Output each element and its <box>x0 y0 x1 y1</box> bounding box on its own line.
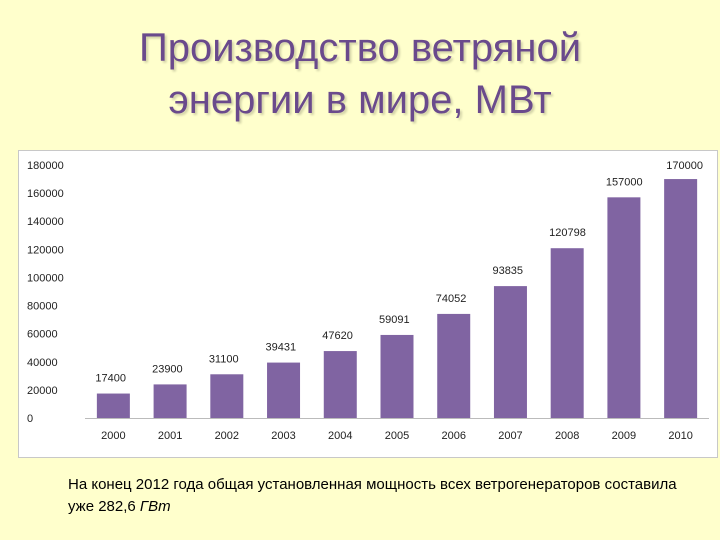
x-tick-label: 2002 <box>215 430 239 442</box>
data-label: 170000 <box>666 160 703 172</box>
bar <box>153 384 187 418</box>
x-tick-label: 2001 <box>158 430 182 442</box>
data-label: 120798 <box>549 227 586 239</box>
bar <box>323 351 357 418</box>
data-label: 39431 <box>266 342 297 354</box>
title-line-1: Производство ветряной <box>138 26 582 70</box>
bar <box>267 362 301 418</box>
data-label: 23900 <box>152 363 183 375</box>
caption-text: На конец 2012 года общая установленная м… <box>68 476 677 515</box>
title-line-2: энергии в мире, МВт <box>168 78 552 122</box>
x-tick-label: 2006 <box>441 430 465 442</box>
x-tick-label: 2004 <box>328 430 352 442</box>
x-tick-label: 2007 <box>498 430 522 442</box>
chart-area: 0 20000 40000 60000 80000 100000 120000 140000 1… <box>18 150 718 458</box>
chart-title: Производство ветряной энергии в мире, МВ… <box>0 22 720 126</box>
y-tick-label: 60000 <box>27 329 58 341</box>
bar <box>437 313 471 418</box>
x-tick-label: 2005 <box>385 430 409 442</box>
caption-unit: ГВт <box>139 498 171 515</box>
bar <box>664 179 698 418</box>
data-label: 17400 <box>95 373 126 385</box>
bar <box>96 393 130 418</box>
bar <box>493 286 527 418</box>
bar <box>550 248 584 418</box>
y-tick-label: 120000 <box>27 244 64 256</box>
data-label: 59091 <box>379 314 410 326</box>
y-tick-label: 160000 <box>27 188 64 200</box>
x-tick-label: 2000 <box>101 430 125 442</box>
y-tick-label: 40000 <box>27 357 58 369</box>
data-label: 74052 <box>436 293 467 305</box>
data-label: 93835 <box>492 265 523 277</box>
y-tick-label: 180000 <box>27 160 64 172</box>
bar <box>210 374 244 418</box>
bar <box>607 197 641 418</box>
x-tick-label: 2008 <box>555 430 579 442</box>
x-tick-label: 2003 <box>271 430 295 442</box>
y-tick-label: 100000 <box>27 272 64 284</box>
caption: На конец 2012 года общая установленная м… <box>68 474 688 518</box>
x-tick-label: 2010 <box>668 430 692 442</box>
y-tick-label: 0 <box>27 413 33 425</box>
bar-chart: 0 20000 40000 60000 80000 100000 120000 140000 1… <box>27 160 709 442</box>
x-tick-label: 2009 <box>612 430 636 442</box>
y-tick-label: 80000 <box>27 301 58 313</box>
y-tick-label: 20000 <box>27 385 58 397</box>
data-label: 157000 <box>606 176 643 188</box>
bar <box>380 334 414 418</box>
data-label: 31100 <box>209 353 239 365</box>
data-label: 47620 <box>322 330 353 342</box>
y-tick-label: 140000 <box>27 216 64 228</box>
